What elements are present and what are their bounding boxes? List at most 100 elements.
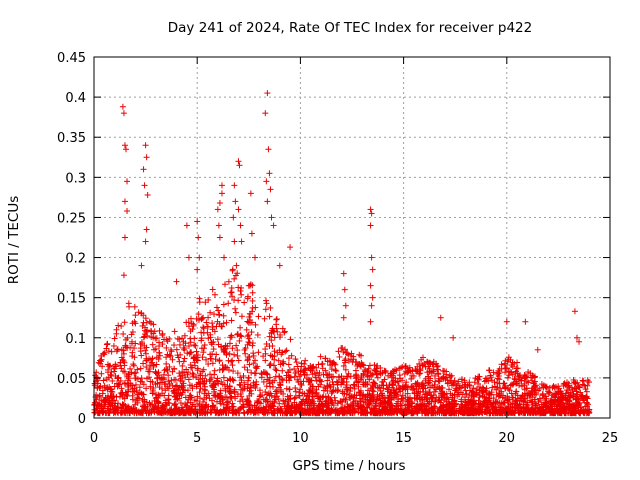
data-point <box>391 395 398 402</box>
data-point <box>152 345 159 352</box>
plot-frame <box>93 56 611 419</box>
data-point <box>132 320 139 327</box>
data-point <box>414 368 421 375</box>
data-point <box>305 390 312 397</box>
data-point <box>335 374 342 381</box>
data-point <box>121 142 128 149</box>
data-point <box>168 348 175 355</box>
data-point <box>183 222 190 229</box>
data-point <box>525 406 532 413</box>
data-point <box>586 409 593 416</box>
data-point <box>266 380 273 387</box>
data-point <box>209 402 216 409</box>
data-point <box>286 395 293 402</box>
data-point <box>333 378 340 385</box>
data-point <box>268 337 275 344</box>
data-point <box>405 367 412 374</box>
data-point <box>179 362 186 369</box>
data-point <box>449 400 456 407</box>
data-point <box>115 381 122 388</box>
data-point <box>205 296 212 303</box>
data-point <box>277 361 284 368</box>
data-point <box>248 230 255 237</box>
data-point <box>444 377 451 384</box>
data-point <box>242 345 249 352</box>
data-point <box>121 234 128 241</box>
data-point <box>192 354 199 361</box>
data-point <box>200 345 207 352</box>
data-point <box>262 110 269 117</box>
data-point <box>231 386 238 393</box>
data-point <box>269 383 276 390</box>
data-point <box>366 390 373 397</box>
data-point <box>159 385 166 392</box>
data-point <box>551 397 558 404</box>
data-point <box>261 407 268 414</box>
data-point <box>347 384 354 391</box>
data-point <box>207 351 214 358</box>
data-point <box>361 409 368 416</box>
data-point <box>293 359 300 366</box>
data-point <box>303 375 310 382</box>
data-point <box>124 334 131 341</box>
data-point <box>570 393 577 400</box>
data-point <box>231 275 238 282</box>
data-point <box>119 390 126 397</box>
data-point <box>320 393 327 400</box>
data-point <box>229 357 236 364</box>
data-point <box>185 254 192 261</box>
data-point <box>299 390 306 397</box>
data-point <box>235 206 242 213</box>
data-point <box>203 319 210 326</box>
data-point <box>447 390 454 397</box>
data-point <box>419 362 426 369</box>
data-point <box>198 316 205 323</box>
data-point <box>356 395 363 402</box>
data-point <box>316 377 323 384</box>
data-point <box>128 340 135 347</box>
data-point <box>372 400 379 407</box>
data-point <box>215 410 222 417</box>
data-point <box>388 410 395 417</box>
data-point <box>265 146 272 153</box>
data-point <box>292 388 299 395</box>
data-point <box>155 392 162 399</box>
data-point <box>555 383 562 390</box>
data-point <box>479 403 486 410</box>
data-point <box>179 378 186 385</box>
y-axis-title: ROTI / TECUs <box>6 196 22 284</box>
data-point <box>268 214 275 221</box>
data-point <box>235 357 242 364</box>
data-point <box>301 361 308 368</box>
data-point <box>431 372 438 379</box>
data-point <box>462 394 469 401</box>
data-point <box>157 409 164 416</box>
data-point <box>223 394 230 401</box>
data-point <box>309 383 316 390</box>
data-point <box>234 270 241 277</box>
data-point <box>124 404 131 411</box>
data-point <box>267 352 274 359</box>
data-point <box>582 386 589 393</box>
data-point <box>543 384 550 391</box>
data-point <box>276 400 283 407</box>
data-point <box>184 371 191 378</box>
data-point <box>211 406 218 413</box>
data-point <box>429 405 436 412</box>
data-point <box>130 361 137 368</box>
data-point <box>443 398 450 405</box>
data-point <box>342 366 349 373</box>
data-point <box>393 391 400 398</box>
data-point <box>190 409 197 416</box>
data-point <box>326 383 333 390</box>
data-point <box>389 368 396 375</box>
y-tick-label: 0.35 <box>57 131 86 146</box>
data-point <box>134 394 141 401</box>
data-point <box>199 368 206 375</box>
data-point <box>270 222 277 229</box>
data-point <box>528 388 535 395</box>
data-point <box>279 325 286 332</box>
data-point <box>171 389 178 396</box>
data-point <box>390 368 397 375</box>
data-point <box>148 320 155 327</box>
